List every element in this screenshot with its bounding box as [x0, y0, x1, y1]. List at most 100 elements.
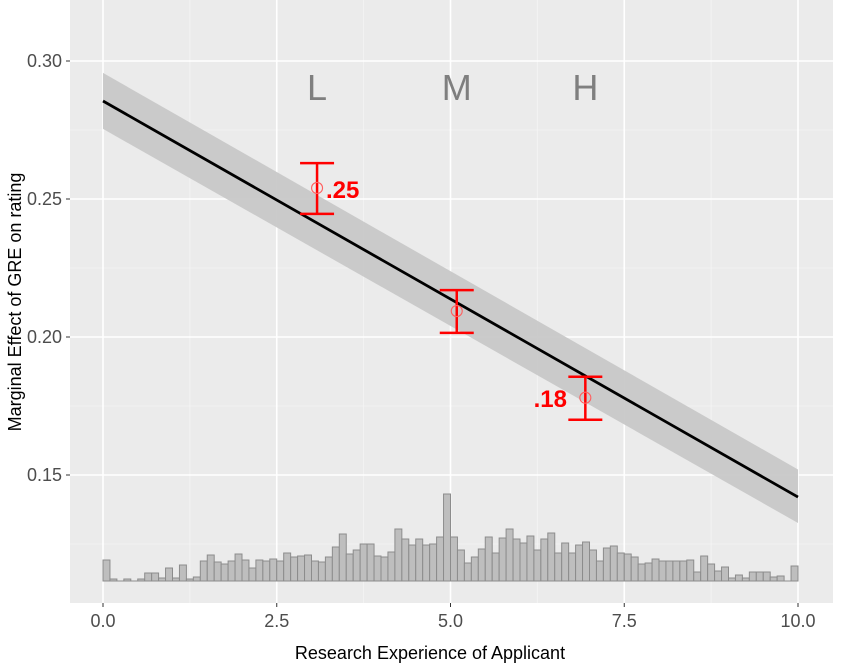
histogram-bar [255, 559, 264, 582]
histogram-bar [540, 538, 549, 582]
histogram-bar [276, 560, 285, 582]
histogram-bar [331, 546, 340, 582]
x-tick-label: 2.5 [264, 611, 289, 631]
histogram-bar [477, 548, 486, 582]
histogram-bar [123, 578, 132, 582]
histogram-bar [227, 560, 236, 582]
histogram-bar [589, 549, 597, 582]
histogram-bar [776, 575, 785, 582]
x-tick-label: 0.0 [90, 611, 115, 631]
histogram-bar [734, 574, 743, 582]
histogram-bar [366, 543, 375, 582]
y-axis: 0.15 0.20 0.25 0.30 [27, 51, 70, 485]
histogram-bar [554, 552, 563, 582]
histogram-bar [345, 553, 354, 582]
histogram-bar [665, 560, 674, 582]
histogram-bar [429, 543, 438, 582]
x-tick-label: 10.0 [780, 611, 815, 631]
value-label-L: .25 [326, 177, 359, 204]
histogram-bar [102, 559, 111, 582]
histogram-bar [582, 541, 590, 582]
y-tick-label: 0.30 [27, 51, 62, 71]
histogram-bar [456, 549, 465, 582]
histogram-bar [172, 577, 180, 582]
histogram-bar [192, 576, 201, 582]
point-value-labels: .25 .18 [326, 177, 567, 413]
histogram-bar [672, 560, 681, 582]
histogram-bar [415, 538, 424, 582]
histogram-bar [721, 566, 729, 582]
histogram-bar [491, 552, 500, 582]
histogram-bar [644, 562, 653, 582]
histogram-bar [561, 542, 570, 582]
histogram-bar [623, 553, 632, 582]
x-tick-label: 5.0 [438, 611, 463, 631]
histogram-bar [741, 577, 750, 582]
errorbar-M [439, 288, 474, 335]
histogram-bar [769, 576, 778, 582]
histogram-bar [234, 553, 243, 582]
histogram-bar [512, 538, 521, 582]
histogram-bar [679, 560, 688, 582]
histogram-bar [602, 547, 611, 582]
histogram-bar [658, 560, 667, 582]
histogram-bar [241, 559, 250, 582]
histogram-bar [436, 536, 445, 582]
histogram-bar [637, 563, 646, 582]
histogram-bar [338, 533, 347, 582]
histogram-bar [283, 552, 292, 582]
histogram-bar [401, 538, 410, 582]
histogram-bar [359, 543, 368, 582]
histogram-bar [352, 549, 361, 582]
histogram-bar [505, 528, 514, 582]
histogram-bar [178, 564, 187, 582]
fitted-line [102, 99, 799, 499]
value-label-H: .18 [534, 386, 567, 413]
error-bars [300, 161, 603, 422]
histogram-bar [206, 554, 215, 582]
histogram-bar [755, 571, 764, 582]
histogram-bar [686, 559, 695, 582]
histogram-bar [547, 532, 556, 582]
y-axis-title: Marginal Effect of GRE on rating [5, 173, 25, 432]
histogram-bar [220, 563, 229, 582]
histogram-bar [630, 556, 639, 582]
group-label-H: H [572, 67, 598, 108]
histogram-bar [609, 545, 618, 582]
histogram-bar [790, 565, 799, 582]
histogram-bar [526, 535, 535, 582]
histogram-bar [463, 562, 472, 582]
histogram-bar [568, 552, 577, 582]
histogram-bar [213, 561, 222, 582]
histogram-bar [484, 536, 493, 582]
histogram-bar [762, 571, 771, 582]
histogram-bar [151, 572, 160, 582]
histogram-bar [137, 578, 146, 582]
histogram-bar [297, 555, 306, 582]
histogram-bar [185, 578, 194, 582]
histogram-bar [450, 536, 458, 582]
errorbar-H [568, 375, 603, 422]
point-marker [311, 181, 324, 195]
histogram-bar [470, 556, 479, 582]
histogram-bar [595, 560, 604, 582]
y-tick-label: 0.20 [27, 327, 62, 347]
histogram-bar [519, 542, 528, 582]
histogram-bar [290, 556, 299, 582]
histogram-bar [394, 528, 403, 582]
histogram-bar [693, 571, 702, 582]
histogram-bar [165, 567, 174, 582]
histogram-bar [498, 537, 507, 582]
point-marker [450, 305, 463, 318]
errorbar-L [300, 161, 335, 216]
group-label-M: M [442, 67, 472, 108]
histogram-bar [700, 555, 709, 582]
histogram-bar [616, 552, 625, 582]
histogram-bar [387, 551, 396, 582]
histogram-bar [728, 577, 736, 582]
histogram-bar [109, 578, 118, 582]
histogram-bar [324, 556, 333, 582]
y-tick-label: 0.15 [27, 465, 62, 485]
histogram-bar [575, 544, 584, 582]
